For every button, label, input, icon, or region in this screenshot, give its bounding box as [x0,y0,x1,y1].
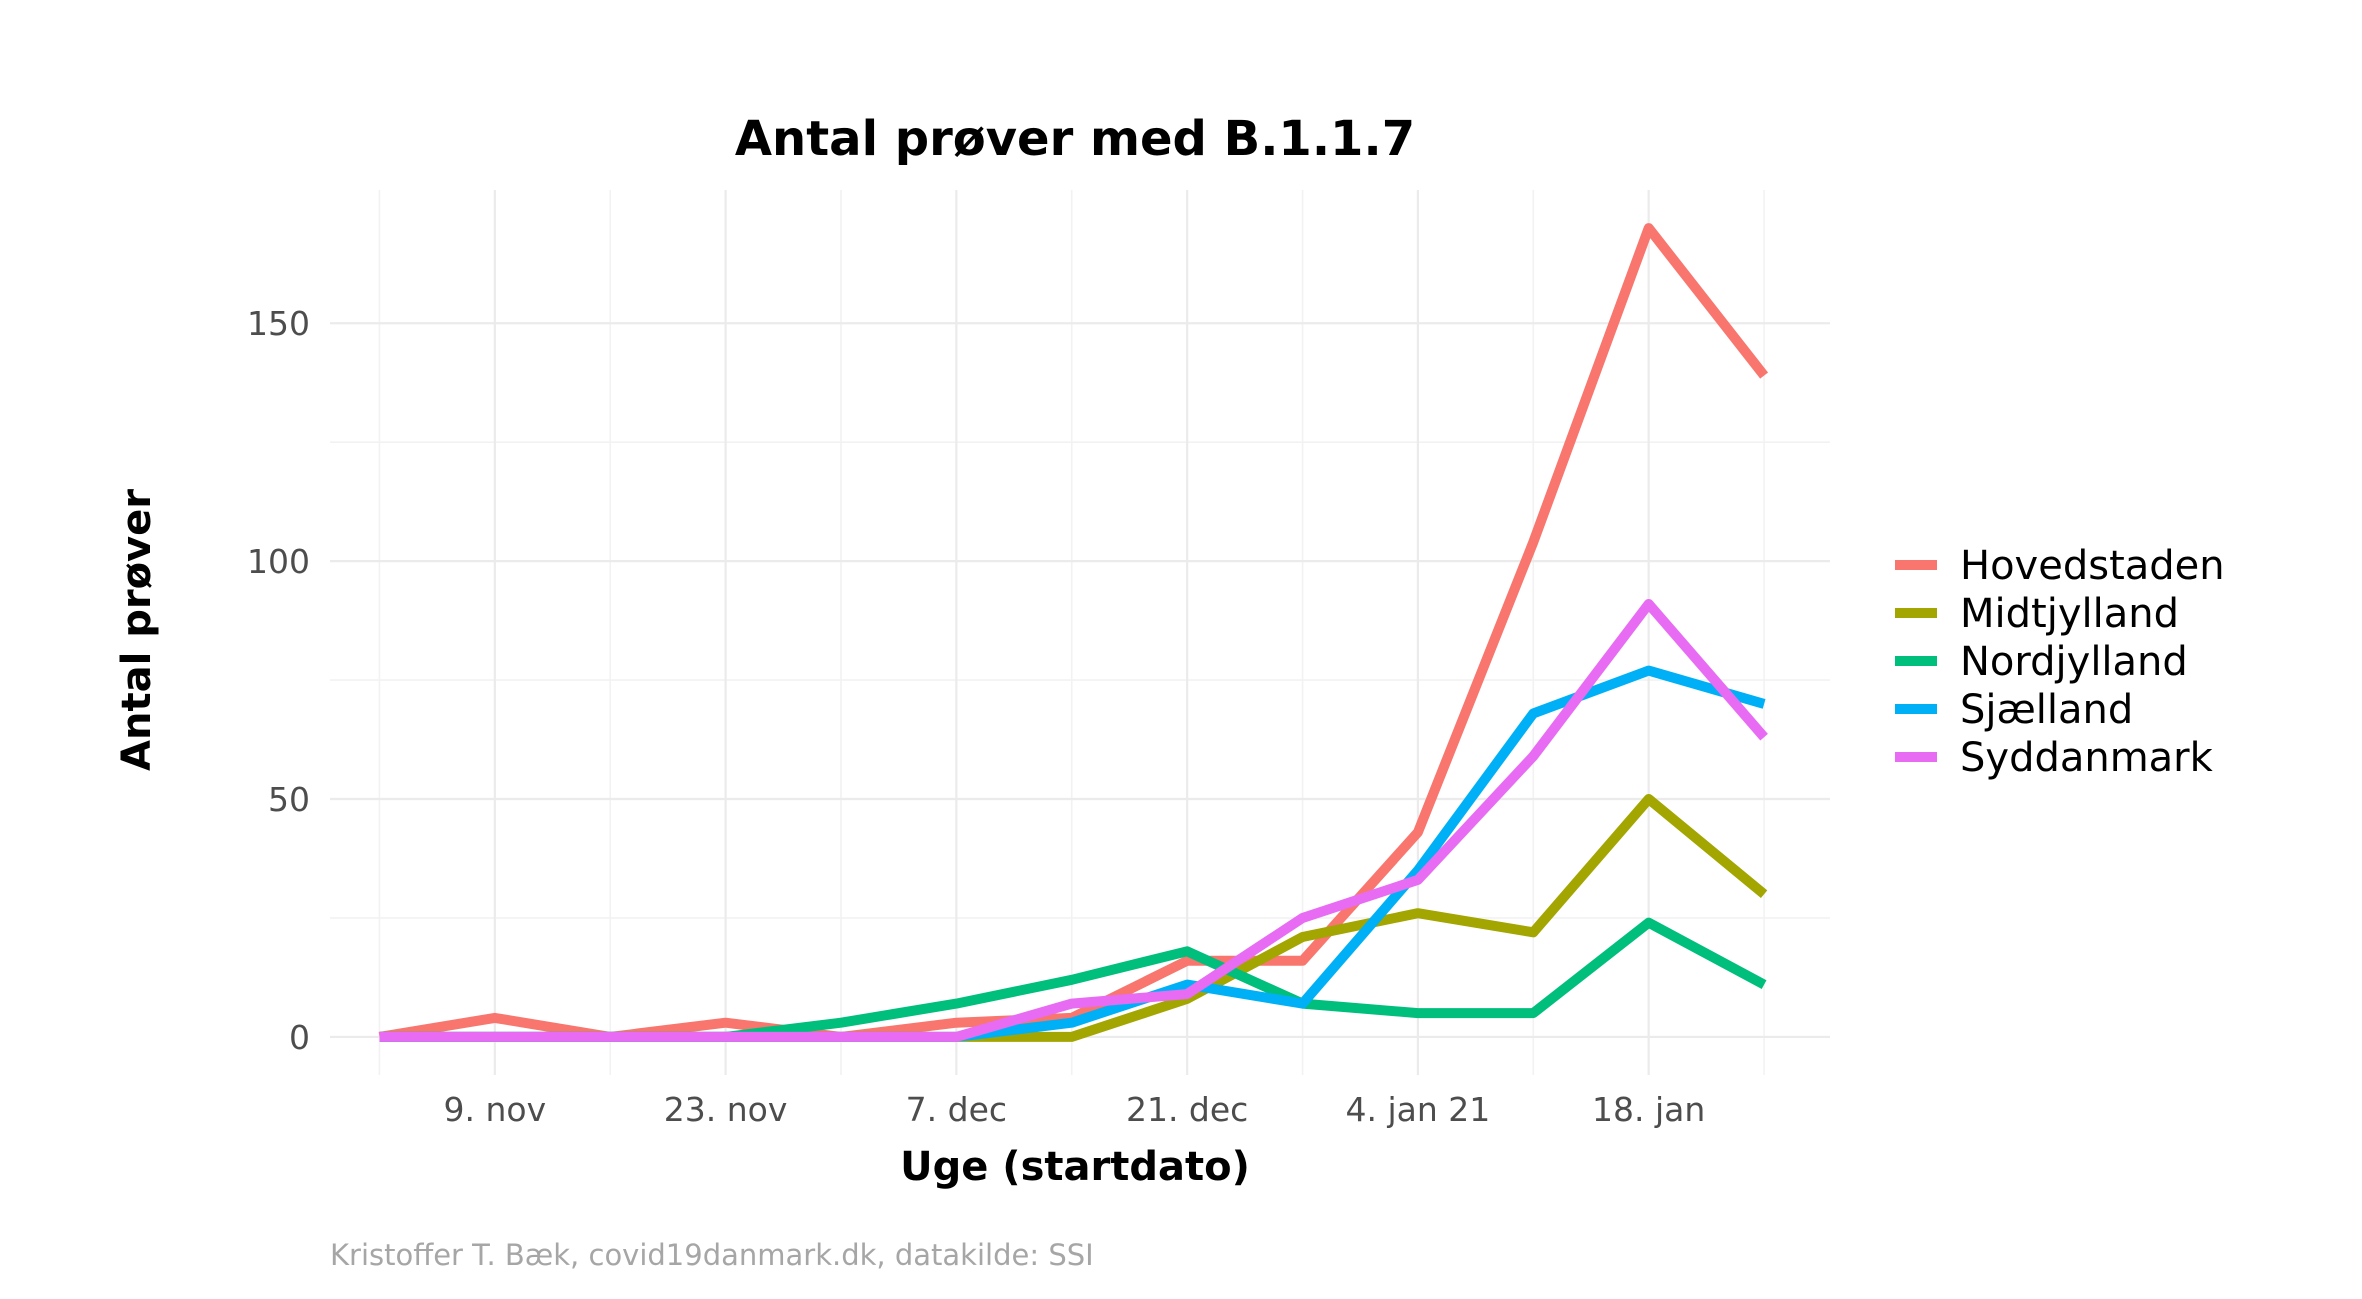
x-tick-label: 9. nov [444,1090,547,1129]
x-axis-title: Uge (startdato) [900,1144,1250,1190]
x-tick-label: 7. dec [906,1090,1007,1129]
y-tick-label: 50 [268,780,310,819]
chart-title: Antal prøver med B.1.1.7 [735,111,1415,167]
legend-label: Sjælland [1960,687,2133,733]
y-axis-title: Antal prøver [114,489,160,771]
x-axis-ticks: 9. nov 23. nov 7. dec 21. dec 4. jan 21 18. j… [444,1090,1706,1129]
legend-label: Hovedstaden [1960,543,2225,589]
series-lines [378,223,1769,1042]
y-tick-label: 100 [247,542,310,581]
legend-label: Midtjylland [1960,591,2179,637]
y-axis-ticks: 0 50 100 150 [247,304,310,1057]
legend-label: Syddanmark [1960,735,2214,781]
legend: HovedstadenMidtjyllandNordjyllandSjællan… [1895,543,2225,781]
x-tick-label: 23. nov [664,1090,788,1129]
x-tick-label: 21. dec [1126,1090,1248,1129]
x-tick-label: 4. jan 21 [1346,1090,1491,1129]
chart-caption: Kristoffer T. Bæk, covid19danmark.dk, da… [330,1238,1094,1272]
series-line-syddanmark [379,599,1768,1042]
grid [330,190,1830,1075]
legend-label: Nordjylland [1960,639,2188,685]
y-tick-label: 150 [247,304,310,343]
y-tick-label: 0 [289,1018,310,1057]
x-tick-label: 18. jan [1592,1090,1705,1129]
